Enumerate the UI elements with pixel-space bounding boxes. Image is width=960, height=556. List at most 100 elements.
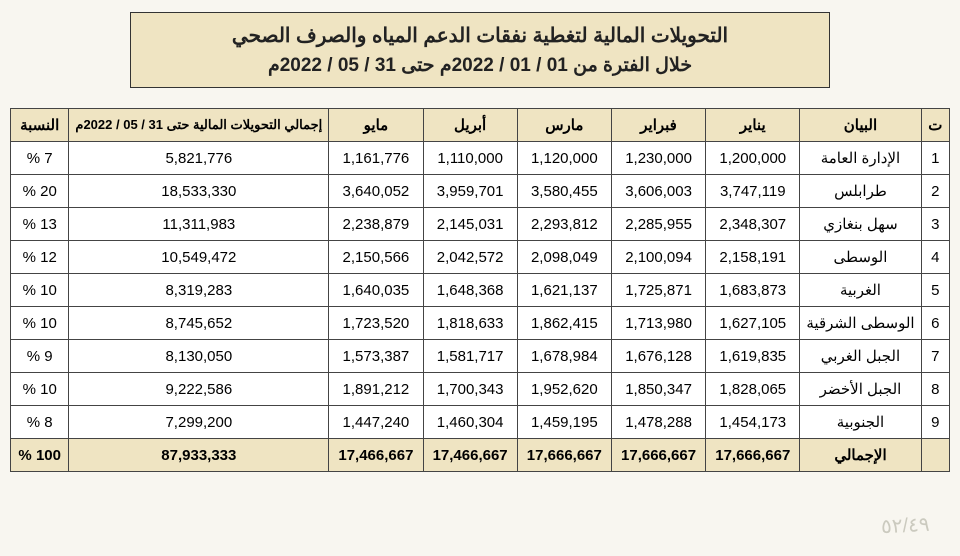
cell-mar: 2,098,049 (517, 241, 611, 274)
cell-jan: 1,619,835 (706, 340, 800, 373)
cell-may: 1,161,776 (329, 142, 423, 175)
cell-apr: 1,700,343 (423, 373, 517, 406)
total-apr: 17,466,667 (423, 439, 517, 472)
title-line2: خلال الفترة من 01 / 01 / 2022م حتى 31 / … (151, 54, 809, 77)
table-row: 9الجنوبية1,454,1731,478,2881,459,1951,46… (11, 406, 950, 439)
cell-apr: 2,145,031 (423, 208, 517, 241)
cell-idx: 4 (921, 241, 949, 274)
cell-name: الإدارة العامة (800, 142, 921, 175)
cell-may: 1,723,520 (329, 307, 423, 340)
cell-jan: 2,348,307 (706, 208, 800, 241)
cell-pct: 10 % (11, 274, 69, 307)
header-may: مايو (329, 109, 423, 142)
cell-name: الجبل الغربي (800, 340, 921, 373)
cell-total: 9,222,586 (69, 373, 329, 406)
table-row: 4الوسطى2,158,1912,100,0942,098,0492,042,… (11, 241, 950, 274)
cell-feb: 1,676,128 (611, 340, 705, 373)
cell-total: 8,130,050 (69, 340, 329, 373)
cell-feb: 1,725,871 (611, 274, 705, 307)
total-sum: 87,933,333 (69, 439, 329, 472)
cell-total: 8,319,283 (69, 274, 329, 307)
cell-mar: 2,293,812 (517, 208, 611, 241)
cell-mar: 1,621,137 (517, 274, 611, 307)
cell-feb: 2,285,955 (611, 208, 705, 241)
cell-name: الجنوبية (800, 406, 921, 439)
cell-pct: 10 % (11, 307, 69, 340)
total-jan: 17,666,667 (706, 439, 800, 472)
cell-jan: 1,683,873 (706, 274, 800, 307)
cell-feb: 1,478,288 (611, 406, 705, 439)
header-name: البيان (800, 109, 921, 142)
cell-total: 5,821,776 (69, 142, 329, 175)
cell-idx: 3 (921, 208, 949, 241)
cell-feb: 3,606,003 (611, 175, 705, 208)
cell-total: 11,311,983 (69, 208, 329, 241)
table-row: 2طرابلس3,747,1193,606,0033,580,4553,959,… (11, 175, 950, 208)
cell-mar: 3,580,455 (517, 175, 611, 208)
cell-jan: 1,627,105 (706, 307, 800, 340)
cell-pct: 9 % (11, 340, 69, 373)
watermark: ٥٢/٤٩ (881, 512, 931, 540)
table-row: 6الوسطى الشرقية1,627,1051,713,9801,862,4… (11, 307, 950, 340)
cell-feb: 1,713,980 (611, 307, 705, 340)
cell-may: 1,891,212 (329, 373, 423, 406)
header-total: إجمالي التحويلات المالية حتى 31 / 05 / 2… (69, 109, 329, 142)
header-apr: أبريل (423, 109, 517, 142)
cell-may: 2,238,879 (329, 208, 423, 241)
header-feb: فبراير (611, 109, 705, 142)
cell-idx: 1 (921, 142, 949, 175)
cell-idx: 2 (921, 175, 949, 208)
total-feb: 17,666,667 (611, 439, 705, 472)
cell-apr: 2,042,572 (423, 241, 517, 274)
cell-name: الجبل الأخضر (800, 373, 921, 406)
total-pct: 100 % (11, 439, 69, 472)
header-idx: ت (921, 109, 949, 142)
cell-name: الوسطى الشرقية (800, 307, 921, 340)
cell-apr: 1,818,633 (423, 307, 517, 340)
cell-pct: 8 % (11, 406, 69, 439)
cell-mar: 1,952,620 (517, 373, 611, 406)
cell-feb: 1,850,347 (611, 373, 705, 406)
total-idx (921, 439, 949, 472)
header-pct: النسبة (11, 109, 69, 142)
cell-total: 18,533,330 (69, 175, 329, 208)
table-row: 1الإدارة العامة1,200,0001,230,0001,120,0… (11, 142, 950, 175)
table-row: 3سهل بنغازي2,348,3072,285,9552,293,8122,… (11, 208, 950, 241)
title-box: التحويلات المالية لتغطية نفقات الدعم الم… (130, 12, 830, 88)
cell-jan: 2,158,191 (706, 241, 800, 274)
header-row: ت البيان يناير فبراير مارس أبريل مايو إج… (11, 109, 950, 142)
cell-may: 3,640,052 (329, 175, 423, 208)
total-mar: 17,666,667 (517, 439, 611, 472)
cell-jan: 1,828,065 (706, 373, 800, 406)
cell-name: سهل بنغازي (800, 208, 921, 241)
cell-mar: 1,678,984 (517, 340, 611, 373)
cell-may: 1,573,387 (329, 340, 423, 373)
cell-pct: 12 % (11, 241, 69, 274)
cell-apr: 1,110,000 (423, 142, 517, 175)
cell-idx: 8 (921, 373, 949, 406)
table-row: 8الجبل الأخضر1,828,0651,850,3471,952,620… (11, 373, 950, 406)
cell-jan: 1,200,000 (706, 142, 800, 175)
cell-pct: 10 % (11, 373, 69, 406)
cell-name: طرابلس (800, 175, 921, 208)
cell-idx: 6 (921, 307, 949, 340)
cell-idx: 9 (921, 406, 949, 439)
transfers-table: ت البيان يناير فبراير مارس أبريل مايو إج… (10, 108, 950, 472)
cell-name: الوسطى (800, 241, 921, 274)
cell-apr: 1,648,368 (423, 274, 517, 307)
cell-mar: 1,120,000 (517, 142, 611, 175)
cell-feb: 2,100,094 (611, 241, 705, 274)
cell-apr: 1,460,304 (423, 406, 517, 439)
cell-pct: 20 % (11, 175, 69, 208)
cell-pct: 7 % (11, 142, 69, 175)
cell-mar: 1,862,415 (517, 307, 611, 340)
table-row: 5الغربية1,683,8731,725,8711,621,1371,648… (11, 274, 950, 307)
cell-apr: 1,581,717 (423, 340, 517, 373)
cell-name: الغربية (800, 274, 921, 307)
total-label: الإجمالي (800, 439, 921, 472)
cell-may: 2,150,566 (329, 241, 423, 274)
header-jan: يناير (706, 109, 800, 142)
cell-jan: 1,454,173 (706, 406, 800, 439)
cell-idx: 7 (921, 340, 949, 373)
cell-idx: 5 (921, 274, 949, 307)
